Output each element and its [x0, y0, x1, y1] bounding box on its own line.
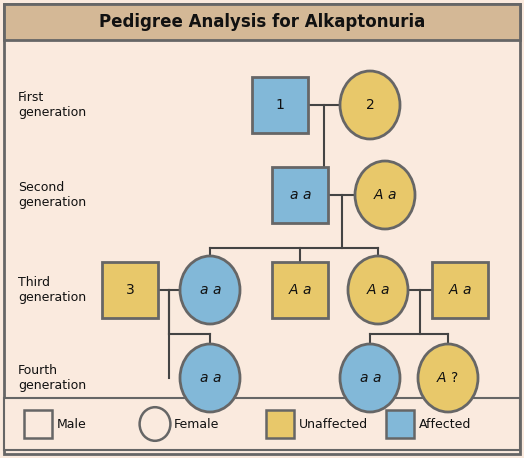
- Ellipse shape: [139, 407, 170, 441]
- Ellipse shape: [348, 256, 408, 324]
- FancyBboxPatch shape: [266, 410, 294, 438]
- Text: Fourth
generation: Fourth generation: [18, 364, 86, 392]
- FancyBboxPatch shape: [4, 398, 520, 450]
- Text: Second
generation: Second generation: [18, 181, 86, 209]
- Text: 1: 1: [276, 98, 285, 112]
- Text: $\it{A}\ \it{a}$: $\it{A}\ \it{a}$: [373, 188, 397, 202]
- FancyBboxPatch shape: [272, 167, 328, 223]
- Text: $\it{a}\ \it{a}$: $\it{a}\ \it{a}$: [199, 283, 221, 297]
- Ellipse shape: [340, 71, 400, 139]
- Text: 2: 2: [366, 98, 374, 112]
- FancyBboxPatch shape: [432, 262, 488, 318]
- Text: $\it{A}\ \it{a}$: $\it{A}\ \it{a}$: [366, 283, 390, 297]
- FancyBboxPatch shape: [386, 410, 414, 438]
- Text: $\it{a}\ \it{a}$: $\it{a}\ \it{a}$: [359, 371, 381, 385]
- FancyBboxPatch shape: [272, 262, 328, 318]
- Text: $\it{A}\ \it{?}$: $\it{A}\ \it{?}$: [436, 371, 460, 385]
- Ellipse shape: [180, 256, 240, 324]
- FancyBboxPatch shape: [4, 4, 520, 40]
- Ellipse shape: [180, 344, 240, 412]
- Text: Unaffected: Unaffected: [299, 418, 368, 431]
- Ellipse shape: [418, 344, 478, 412]
- FancyBboxPatch shape: [102, 262, 158, 318]
- FancyBboxPatch shape: [4, 4, 520, 454]
- FancyBboxPatch shape: [252, 77, 308, 133]
- Text: Affected: Affected: [419, 418, 472, 431]
- Text: Pedigree Analysis for Alkaptonuria: Pedigree Analysis for Alkaptonuria: [99, 13, 425, 31]
- Text: $\it{A}\ \it{a}$: $\it{A}\ \it{a}$: [448, 283, 472, 297]
- Text: $\it{a}\ \it{a}$: $\it{a}\ \it{a}$: [289, 188, 311, 202]
- Text: First
generation: First generation: [18, 91, 86, 119]
- Text: Male: Male: [57, 418, 87, 431]
- Text: $\it{a}\ \it{a}$: $\it{a}\ \it{a}$: [199, 371, 221, 385]
- Text: Female: Female: [174, 418, 220, 431]
- FancyBboxPatch shape: [24, 410, 52, 438]
- Text: $\it{A}\ \it{a}$: $\it{A}\ \it{a}$: [288, 283, 312, 297]
- Ellipse shape: [340, 344, 400, 412]
- Text: 3: 3: [126, 283, 134, 297]
- Text: Third
generation: Third generation: [18, 276, 86, 304]
- Ellipse shape: [355, 161, 415, 229]
